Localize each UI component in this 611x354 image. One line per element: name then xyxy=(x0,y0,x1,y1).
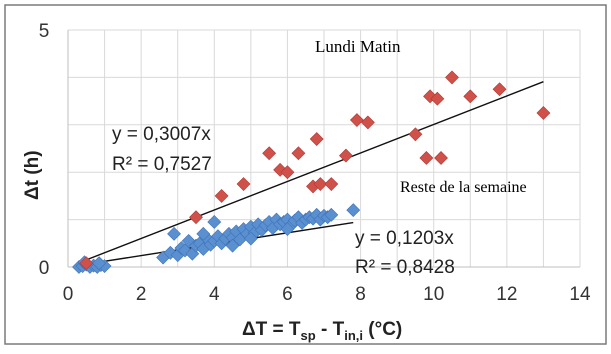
fit-r2-reste: R² = 0,8428 xyxy=(355,257,455,278)
fit-equation-reste: y = 0,1203x xyxy=(355,228,454,249)
trendline xyxy=(78,81,544,264)
data-point-lundi xyxy=(79,256,94,271)
x-axis-label: ΔT = Tsp - Tin,i (°C) xyxy=(242,319,402,343)
x-tick-label: 4 xyxy=(209,284,220,305)
x-tick-label: 12 xyxy=(496,284,517,305)
data-point-lundi xyxy=(349,113,364,127)
data-point-reste xyxy=(92,256,107,271)
data-point-lundi xyxy=(189,210,203,225)
data-point-reste xyxy=(346,203,361,218)
x-axis-label-sub: sp xyxy=(301,328,316,343)
x-tick-label: 10 xyxy=(423,284,444,305)
data-point-reste xyxy=(243,231,258,246)
data-point-lundi xyxy=(339,148,353,163)
x-tick-label: 2 xyxy=(136,284,147,305)
y-tick-label: 0 xyxy=(39,258,50,279)
data-points xyxy=(72,70,551,274)
x-axis-label-part: - T xyxy=(316,319,345,340)
data-point-reste xyxy=(324,207,339,222)
data-point-reste xyxy=(280,222,295,237)
data-point-reste xyxy=(196,226,211,241)
data-point-lundi xyxy=(324,177,339,191)
x-tick-label: 0 xyxy=(63,284,74,305)
x-tick-label: 14 xyxy=(569,284,591,305)
x-tick-label: 6 xyxy=(282,284,293,305)
data-point-lundi xyxy=(309,132,324,146)
y-tick-label: 5 xyxy=(39,21,50,42)
data-point-lundi xyxy=(463,89,478,104)
x-axis-label-part: (°C) xyxy=(363,319,402,340)
data-point-reste xyxy=(167,226,181,241)
data-point-reste xyxy=(225,238,240,253)
legend-label-reste-semaine: Reste de la semaine xyxy=(400,179,527,196)
data-point-reste xyxy=(207,215,222,229)
data-point-lundi xyxy=(430,91,445,106)
data-point-lundi xyxy=(291,146,306,161)
x-axis-label-sub: in,i xyxy=(344,328,363,343)
data-point-lundi xyxy=(536,106,551,120)
data-point-lundi xyxy=(280,165,295,180)
data-point-lundi xyxy=(360,115,375,130)
data-point-lundi xyxy=(419,151,434,165)
fit-equation-lundi: y = 0,3007x xyxy=(112,124,211,145)
data-point-lundi xyxy=(262,146,277,161)
data-point-lundi xyxy=(492,82,507,97)
data-point-lundi xyxy=(408,127,423,142)
legend-label-lundi-matin: Lundi Matin xyxy=(315,37,401,56)
data-point-lundi xyxy=(214,188,229,203)
data-point-lundi xyxy=(445,70,459,85)
tick-labels: 0 2 4 6 8 10 12 14 0 5 xyxy=(39,21,591,305)
x-axis-label-part: ΔT = T xyxy=(242,319,301,340)
fit-r2-lundi: R² = 0,7527 xyxy=(112,154,212,175)
y-axis-label: Δt (h) xyxy=(22,150,43,200)
data-point-lundi xyxy=(236,177,251,191)
x-tick-label: 8 xyxy=(355,284,366,305)
data-point-lundi xyxy=(313,177,328,191)
data-point-lundi xyxy=(434,151,448,165)
